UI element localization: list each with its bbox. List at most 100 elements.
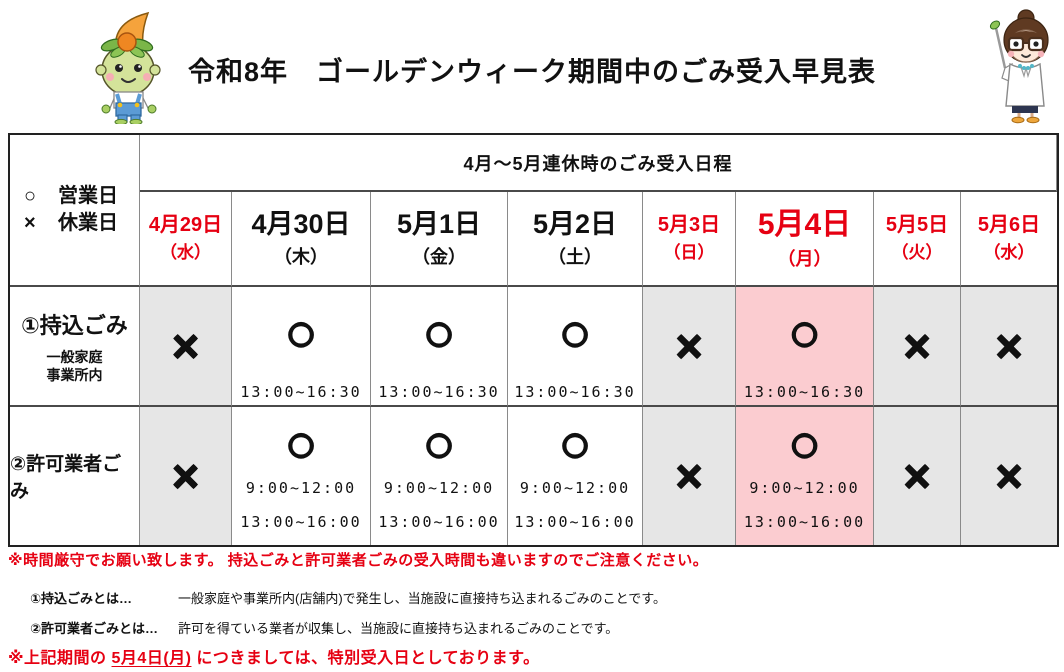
date-text: 4月30日 — [251, 208, 351, 239]
time-range-pm: 13:00~16:00 — [378, 513, 500, 531]
time-range-pm: 13:00~16:00 — [514, 513, 636, 531]
time-range-am: 9:00~12:00 — [245, 479, 357, 497]
legend-open: ○ 営業日 — [24, 183, 118, 210]
closed-mark: × — [675, 320, 703, 372]
cell-selfhaul-may6: × — [961, 287, 1057, 407]
cell-licensed-apr29: × — [140, 407, 232, 545]
weekday-text: （金） — [412, 246, 466, 267]
open-mark: ○ — [422, 303, 456, 363]
date-header-may5: 5月5日 （火） — [874, 192, 961, 287]
cell-selfhaul-apr30: ○ 13:00~16:30 — [232, 287, 371, 407]
cell-licensed-may6: × — [961, 407, 1057, 545]
date-header-apr29: 4月29日 （水） — [140, 192, 232, 287]
weekday-text: （火） — [891, 242, 943, 262]
weekday-text: （土） — [548, 246, 602, 267]
cell-licensed-may4: ○ 9:00~12:00 13:00~16:00 — [736, 407, 874, 545]
date-header-may3: 5月3日 （日） — [643, 192, 736, 287]
open-mark-label: 営業日 — [58, 185, 118, 207]
date-header-may6: 5月6日 （水） — [961, 192, 1057, 287]
closed-mark: × — [172, 450, 199, 502]
row-subtitle-line2: 事業所内 — [46, 367, 103, 383]
date-header-may2: 5月2日 （土） — [508, 192, 643, 287]
date-text: 4月29日 — [148, 213, 223, 236]
date-text: 5月2日 — [532, 208, 618, 239]
schedule-table: ○ 営業日 × 休業日 4月～5月連休時のごみ受入日程 4月29日 （水） 4月… — [8, 133, 1059, 547]
weekday-text: （水） — [983, 242, 1035, 262]
fruit-child-mascot-icon — [95, 11, 161, 126]
row-label-licensed: ②許可業者ごみ — [10, 407, 140, 545]
open-mark: ○ — [422, 414, 456, 474]
time-range-am: 9:00~12:00 — [749, 479, 860, 497]
cell-licensed-may5: × — [874, 407, 961, 545]
open-mark: ○ — [558, 414, 592, 474]
legend-closed: × 休業日 — [24, 210, 118, 237]
special-day-note: ※上記期間の 5月4日(月) につきましては、特別受入日としております。 — [8, 644, 540, 668]
definitions-block: ①持込ごみとは… 一般家庭や事業所内(店舗内)で発生し、当施設に直接持ち込まれる… — [30, 588, 666, 648]
date-text: 5月1日 — [396, 208, 482, 239]
weekday-text: （月） — [777, 248, 832, 269]
time-range-pm: 13:00~16:00 — [743, 513, 866, 531]
cell-licensed-may2: ○ 9:00~12:00 13:00~16:00 — [508, 407, 643, 545]
doctor-mascot-image — [982, 6, 1060, 129]
date-header-may4: 5月4日 （月） — [736, 192, 874, 287]
cell-licensed-may3: × — [643, 407, 736, 545]
row-title: ①持込ごみ — [21, 312, 128, 338]
weekday-text: （木） — [274, 246, 328, 267]
cell-selfhaul-may4: ○ 13:00~16:30 — [736, 287, 874, 407]
open-mark: ○ — [284, 414, 318, 474]
fruit-child-mascot-image — [86, 6, 172, 129]
definition-text: 許可を得ている業者が収集し、当施設に直接持ち込まれるごみのことです。 — [178, 621, 619, 636]
row-subtitle: 一般家庭 事業所内 — [47, 348, 103, 384]
closed-mark-label: 休業日 — [58, 212, 118, 234]
closed-mark: × — [995, 320, 1023, 372]
table-span-header-cell: 4月～5月連休時のごみ受入日程 — [140, 135, 1057, 192]
caution-note: ※時間厳守でお願い致します。 持込ごみと許可業者ごみの受入時間も違いますのでご注… — [8, 552, 709, 569]
cell-selfhaul-may2: ○ 13:00~16:30 — [508, 287, 643, 407]
definition-selfhaul: ①持込ごみとは… 一般家庭や事業所内(店舗内)で発生し、当施設に直接持ち込まれる… — [30, 588, 666, 607]
definition-licensed: ②許可業者ごみとは… 許可を得ている業者が収集し、当施設に直接持ち込まれるごみの… — [30, 618, 666, 637]
closed-mark: × — [903, 320, 931, 372]
definition-term: ②許可業者ごみとは… — [30, 621, 159, 636]
time-range: 13:00~16:30 — [514, 383, 636, 401]
time-range-am: 9:00~12:00 — [383, 479, 495, 497]
date-text: 5月5日 — [885, 213, 949, 236]
open-mark: ○ — [284, 303, 318, 363]
weekday-text: （水） — [160, 242, 211, 262]
cell-selfhaul-may3: × — [643, 287, 736, 407]
open-mark: ○ — [788, 303, 821, 363]
open-mark: ○ — [558, 303, 592, 363]
open-mark-symbol: ○ — [24, 185, 37, 207]
row-title: ②許可業者ごみ — [10, 454, 122, 502]
time-range: 13:00~16:30 — [378, 383, 500, 401]
open-mark: ○ — [788, 414, 821, 474]
closed-mark: × — [903, 450, 931, 502]
row-subtitle-line1: 一般家庭 — [46, 348, 103, 365]
weekday-text: （日） — [663, 242, 715, 262]
cell-selfhaul-apr29: × — [140, 287, 232, 407]
closed-mark: × — [995, 450, 1023, 502]
closed-mark-symbol: × — [24, 212, 36, 234]
date-header-apr30: 4月30日 （木） — [232, 192, 371, 287]
date-header-may1: 5月1日 （金） — [371, 192, 508, 287]
table-span-header: 4月～5月連休時のごみ受入日程 — [463, 153, 733, 174]
page-title: 令和8年 ゴールデンウィーク期間中のごみ受入早見表 — [187, 57, 876, 87]
closed-mark: × — [172, 320, 199, 372]
time-range-pm: 13:00~16:00 — [240, 513, 362, 531]
cell-licensed-apr30: ○ 9:00~12:00 13:00~16:00 — [232, 407, 371, 545]
time-range: 13:00~16:30 — [240, 383, 362, 401]
date-text: 5月6日 — [977, 213, 1041, 236]
special-note-suffix: につきましては、特別受入日としております。 — [191, 650, 540, 667]
time-range-am: 9:00~12:00 — [519, 479, 631, 497]
closed-mark: × — [675, 450, 703, 502]
time-range: 13:00~16:30 — [743, 383, 866, 401]
legend-cell: ○ 営業日 × 休業日 — [10, 135, 140, 287]
row-label-selfhaul: ①持込ごみ 一般家庭 事業所内 — [10, 287, 140, 407]
date-text: 5月4日 — [757, 208, 852, 242]
special-note-date: 5月4日(月) — [111, 650, 192, 667]
definition-term: ①持込ごみとは… — [30, 591, 133, 606]
doctor-mascot-icon — [989, 9, 1049, 124]
special-note-prefix: ※上記期間の — [8, 650, 112, 667]
date-text: 5月3日 — [657, 213, 721, 236]
cell-selfhaul-may5: × — [874, 287, 961, 407]
